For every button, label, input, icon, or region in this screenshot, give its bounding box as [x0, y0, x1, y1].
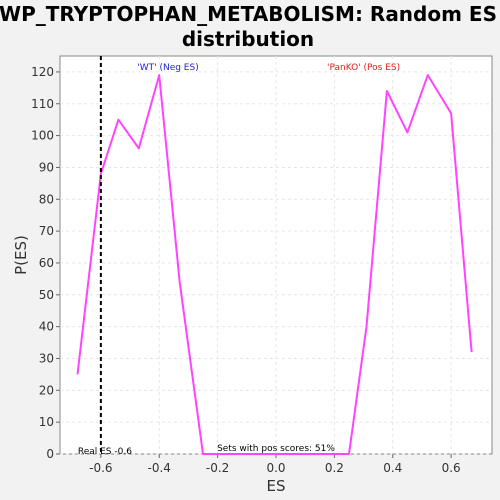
- x-tick-label: 0.0: [266, 461, 285, 475]
- y-tick-label: 30: [39, 351, 54, 365]
- y-tick-label: 0: [46, 447, 54, 461]
- x-tick-label: 0.4: [383, 461, 402, 475]
- pos-es-label: 'PanKO' (Pos ES): [327, 63, 400, 73]
- y-tick-label: 40: [39, 320, 54, 334]
- y-tick-label: 90: [39, 160, 54, 174]
- neg-es-label: 'WT' (Neg ES): [137, 63, 198, 73]
- series: [76, 74, 473, 455]
- real-es-label: Real ES -0.6: [78, 447, 132, 457]
- y-tick-label: 20: [39, 383, 54, 397]
- y-tick-label: 50: [39, 288, 54, 302]
- y-tick-label: 110: [31, 97, 54, 111]
- pos-scores-label: Sets with pos scores: 51%: [217, 444, 335, 454]
- y-tick-label: 60: [39, 256, 54, 270]
- x-tick-label: 0.2: [325, 461, 344, 475]
- chart-title-line2: distribution: [182, 27, 314, 51]
- series-line: [76, 74, 473, 455]
- axis-ticks: 0 10 20 30 40 50 60 70 80 90 100 110 120 -0.6 -0.4 -0.2…: [31, 65, 461, 475]
- x-tick-label: 0.6: [442, 461, 461, 475]
- y-tick-label: 10: [39, 415, 54, 429]
- y-tick-label: 80: [39, 192, 54, 206]
- x-tick-label: -0.4: [148, 461, 171, 475]
- y-tick-label: 120: [31, 65, 54, 79]
- y-axis-title: P(ES): [12, 235, 30, 275]
- x-tick-label: -0.2: [206, 461, 229, 475]
- chart-title-line1: WP_TRYPTOPHAN_METABOLISM: Random ES: [0, 2, 497, 26]
- x-axis-title: ES: [267, 477, 286, 495]
- y-tick-label: 100: [31, 129, 54, 143]
- x-tick-label: -0.6: [89, 461, 112, 475]
- y-tick-label: 70: [39, 224, 54, 238]
